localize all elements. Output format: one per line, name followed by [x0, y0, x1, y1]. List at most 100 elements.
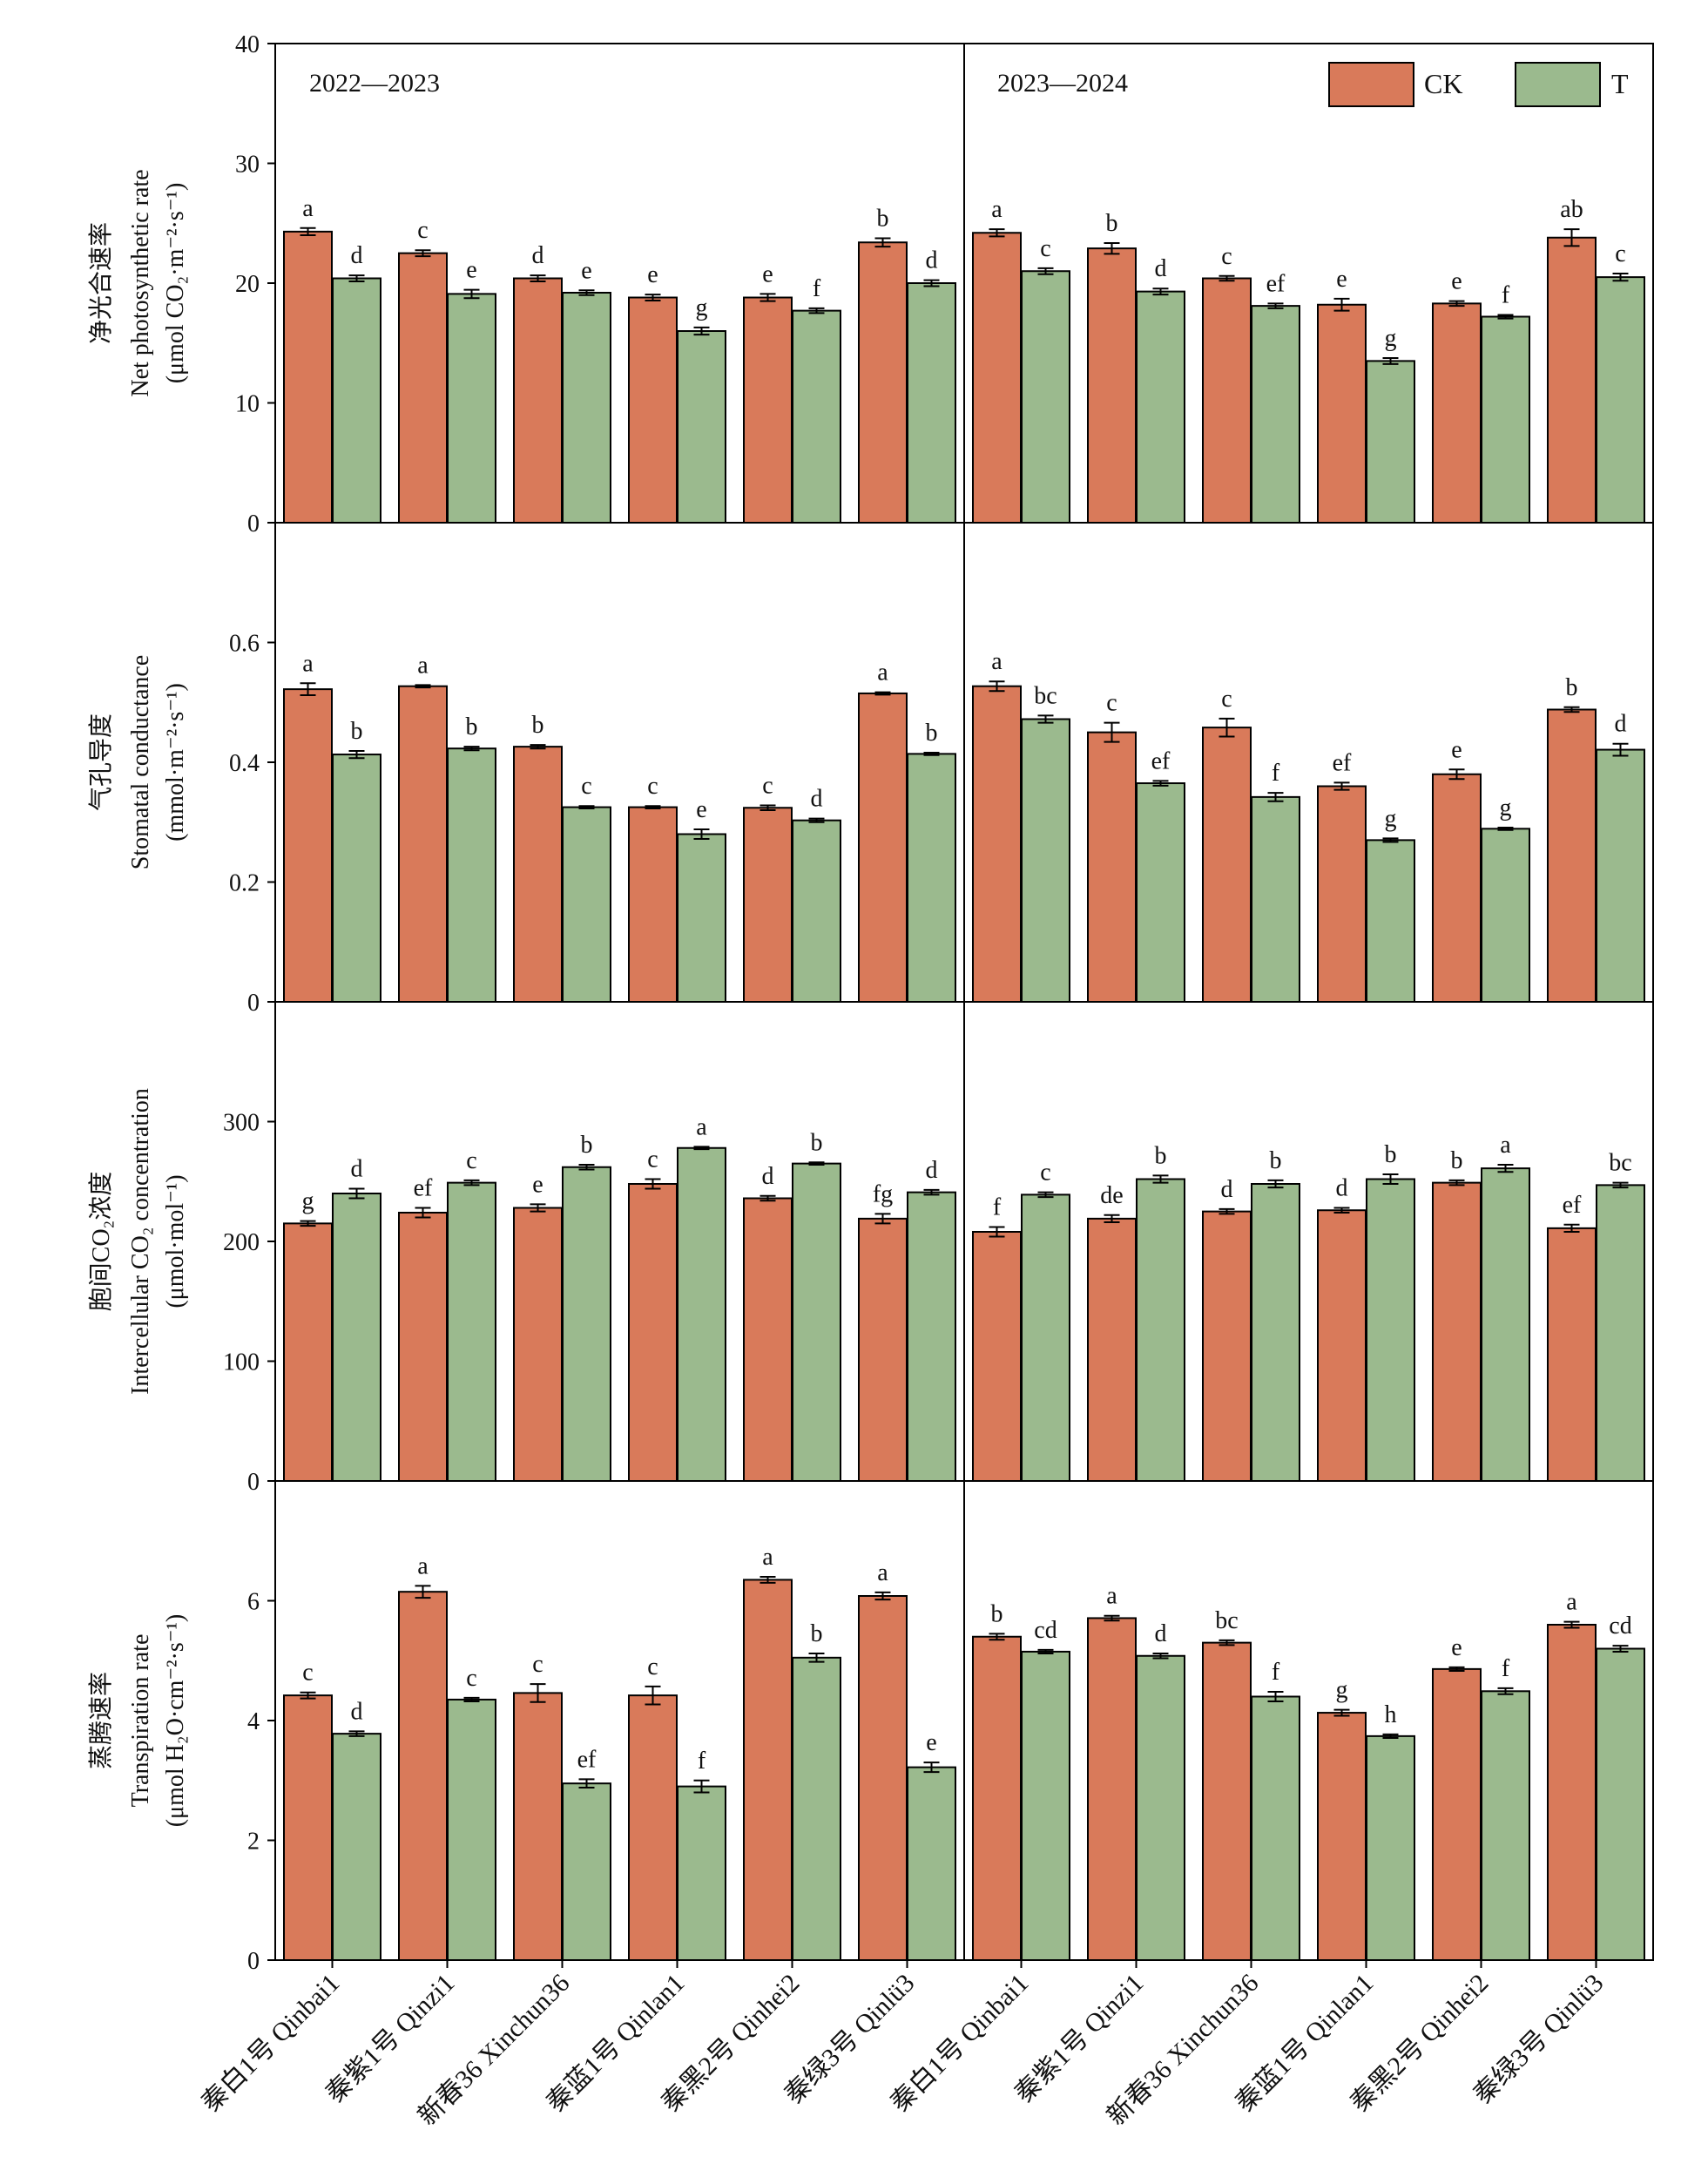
- significance-letter: b: [877, 205, 889, 232]
- y-tick-label: 10: [235, 391, 260, 418]
- significance-letter: a: [302, 195, 314, 222]
- significance-letter: b: [1155, 1142, 1167, 1169]
- significance-letter: g: [1500, 794, 1512, 822]
- bar-ck: [628, 1183, 678, 1482]
- significance-letter: a: [762, 1544, 773, 1571]
- bar-t: [1251, 1183, 1300, 1482]
- bar-ck: [513, 277, 563, 524]
- significance-letter: bc: [1034, 682, 1057, 709]
- significance-letter: a: [417, 1552, 429, 1579]
- significance-letter: c: [1615, 240, 1625, 267]
- significance-letter: e: [926, 1729, 936, 1756]
- significance-letter: ef: [1151, 747, 1171, 774]
- significance-letter: c: [647, 773, 658, 800]
- bar-t: [332, 1733, 381, 1961]
- legend: CK T: [1328, 62, 1629, 107]
- significance-letter: a: [1566, 1589, 1577, 1616]
- significance-letter: ef: [577, 1746, 597, 1773]
- bar-ck: [1547, 1624, 1597, 1961]
- significance-letter: g: [1385, 325, 1397, 352]
- significance-letter: h: [1385, 1701, 1397, 1728]
- bar-ck: [1202, 277, 1252, 524]
- y-axis-label-line: (μmol H₂O·cm⁻²·s⁻¹): [162, 1614, 189, 1828]
- y-axis-label-line: Transpiration rate: [127, 1634, 154, 1808]
- significance-letter: b: [1385, 1141, 1397, 1168]
- bar-t: [677, 1146, 726, 1482]
- bar-t: [1136, 290, 1185, 524]
- significance-letter: f: [1502, 281, 1510, 308]
- significance-letter: c: [581, 773, 591, 800]
- bar-t: [677, 330, 726, 524]
- significance-letter: e: [1336, 266, 1347, 293]
- bar-t: [1251, 1695, 1300, 1961]
- bar-ck: [398, 685, 448, 1003]
- bar-t: [332, 277, 381, 524]
- bar-t: [1021, 718, 1070, 1003]
- significance-letter: c: [532, 1651, 543, 1678]
- bar-t: [447, 747, 496, 1003]
- y-tick-label: 0: [247, 1469, 260, 1496]
- bar-t: [1366, 1734, 1415, 1961]
- panel-gs: 0 0.2 0.4 0.6 气孔导度 Stomatal conductance (mmol·…: [87, 522, 1654, 1017]
- bar-t: [1366, 360, 1415, 524]
- y-tick-label: 20: [235, 271, 260, 298]
- bar-ck: [1432, 773, 1482, 1003]
- y-tick-label: 6: [247, 1589, 260, 1616]
- bar-ck: [972, 685, 1022, 1003]
- significance-letter: f: [698, 1748, 706, 1775]
- significance-letter: e: [647, 261, 658, 288]
- bar-ck: [972, 232, 1022, 524]
- bar-ck: [513, 746, 563, 1003]
- significance-letter: bc: [1215, 1607, 1238, 1634]
- significance-letter: b: [532, 712, 544, 739]
- significance-letter: bc: [1609, 1150, 1631, 1177]
- significance-letter: c: [762, 773, 773, 800]
- bar-ck: [743, 1579, 793, 1961]
- bar-t: [1366, 839, 1415, 1003]
- bar-t: [792, 819, 841, 1003]
- significance-letter: d: [1221, 1176, 1233, 1203]
- bar-t: [1021, 270, 1070, 524]
- bar-ck: [628, 296, 678, 524]
- bar-t: [447, 293, 496, 524]
- significance-letter: f: [993, 1194, 1002, 1221]
- significance-letter: ef: [414, 1175, 433, 1202]
- significance-letter: d: [762, 1163, 774, 1190]
- significance-letter: b: [351, 718, 363, 745]
- y-tick-label: 300: [223, 1110, 260, 1137]
- bar-ck: [513, 1692, 563, 1961]
- period-label-left: 2022—2023: [309, 69, 440, 98]
- significance-letter: ef: [1266, 270, 1286, 297]
- bar-ck: [283, 1694, 333, 1961]
- significance-letter: f: [813, 275, 821, 302]
- significance-letter: b: [1451, 1147, 1463, 1174]
- bar-ck: [1432, 1181, 1482, 1482]
- bar-ck: [743, 296, 793, 524]
- significance-letter: b: [466, 713, 478, 740]
- significance-letter: c: [647, 1146, 658, 1173]
- bar-ck: [1202, 727, 1252, 1003]
- significance-letter: g: [1336, 1677, 1348, 1704]
- period-label-2023-2024: 2023—2024: [997, 69, 1128, 98]
- bar-t: [1136, 782, 1185, 1003]
- y-tick-label: 30: [235, 152, 260, 179]
- significance-letter: a: [417, 652, 429, 679]
- y-axis-label-line: 蒸腾速率: [87, 1672, 115, 1769]
- significance-letter: e: [532, 1171, 543, 1198]
- significance-letter: d: [1155, 1620, 1167, 1647]
- bar-t: [677, 1785, 726, 1961]
- bar-ck: [1432, 302, 1482, 524]
- bar-t: [792, 309, 841, 524]
- x-category-label: 秦白1号 Qinbai1: [196, 1969, 345, 2118]
- significance-letter: e: [696, 796, 706, 823]
- bar-ck: [1547, 708, 1597, 1003]
- significance-letter: c: [417, 217, 428, 244]
- legend-swatch-ck: [1328, 62, 1414, 107]
- bar-ck: [1087, 1217, 1137, 1482]
- bar-ck: [1317, 1209, 1367, 1482]
- significance-letter: a: [991, 196, 1003, 223]
- significance-letter: d: [1615, 711, 1627, 738]
- significance-letter: a: [302, 650, 314, 677]
